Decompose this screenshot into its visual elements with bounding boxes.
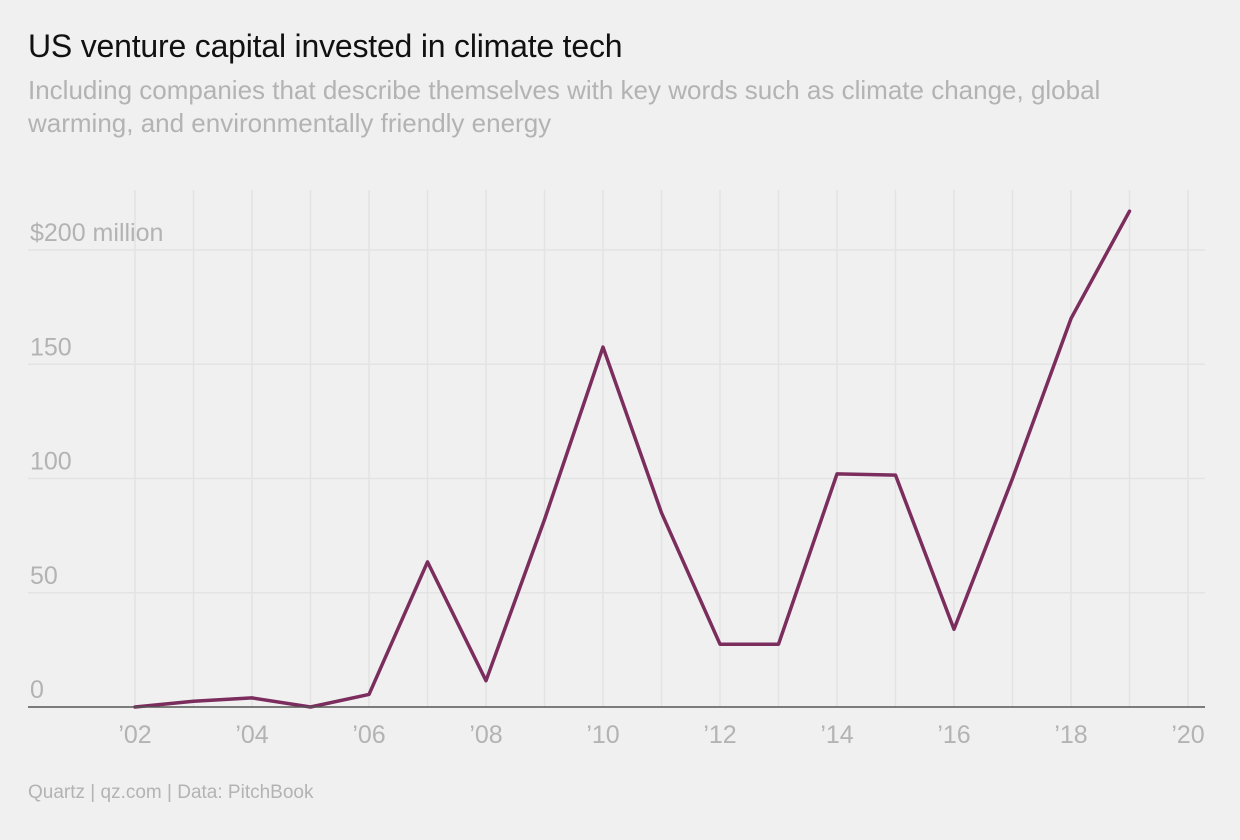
chart-title: US venture capital invested in climate t… [28, 28, 623, 64]
vertical-gridlines [134, 190, 1189, 707]
data-series [133, 209, 1132, 709]
x-tick-label: ’10 [586, 721, 619, 749]
horizontal-gridlines [28, 249, 1205, 594]
y-axis-tick-labels: 0 50 100 150 $200 million [30, 219, 163, 704]
y-tick-label: 50 [30, 562, 58, 590]
x-tick-label: ’20 [1171, 721, 1204, 749]
x-tick-label: ’16 [937, 721, 970, 749]
x-tick-label: ’14 [820, 721, 853, 749]
source-credit: Quartz | qz.com | Data: PitchBook [28, 782, 314, 803]
x-tick-label: ’04 [235, 721, 268, 749]
y-tick-label: 0 [30, 676, 44, 704]
x-tick-label: ’06 [352, 721, 385, 749]
y-tick-label: 100 [30, 448, 72, 476]
x-tick-label: ’18 [1054, 721, 1087, 749]
x-axis-tick-labels: ’02 ’04 ’06 ’08 ’10 ’12 ’14 ’16 ’18 ’20 [118, 721, 1204, 749]
y-tick-label: $200 million [30, 219, 163, 247]
chart-subtitle: Including companies that describe themse… [28, 75, 1101, 138]
x-tick-label: ’08 [469, 721, 502, 749]
x-tick-label: ’12 [703, 721, 736, 749]
y-tick-label: 150 [30, 333, 72, 361]
x-tick-label: ’02 [118, 721, 151, 749]
series-line [133, 209, 1132, 709]
